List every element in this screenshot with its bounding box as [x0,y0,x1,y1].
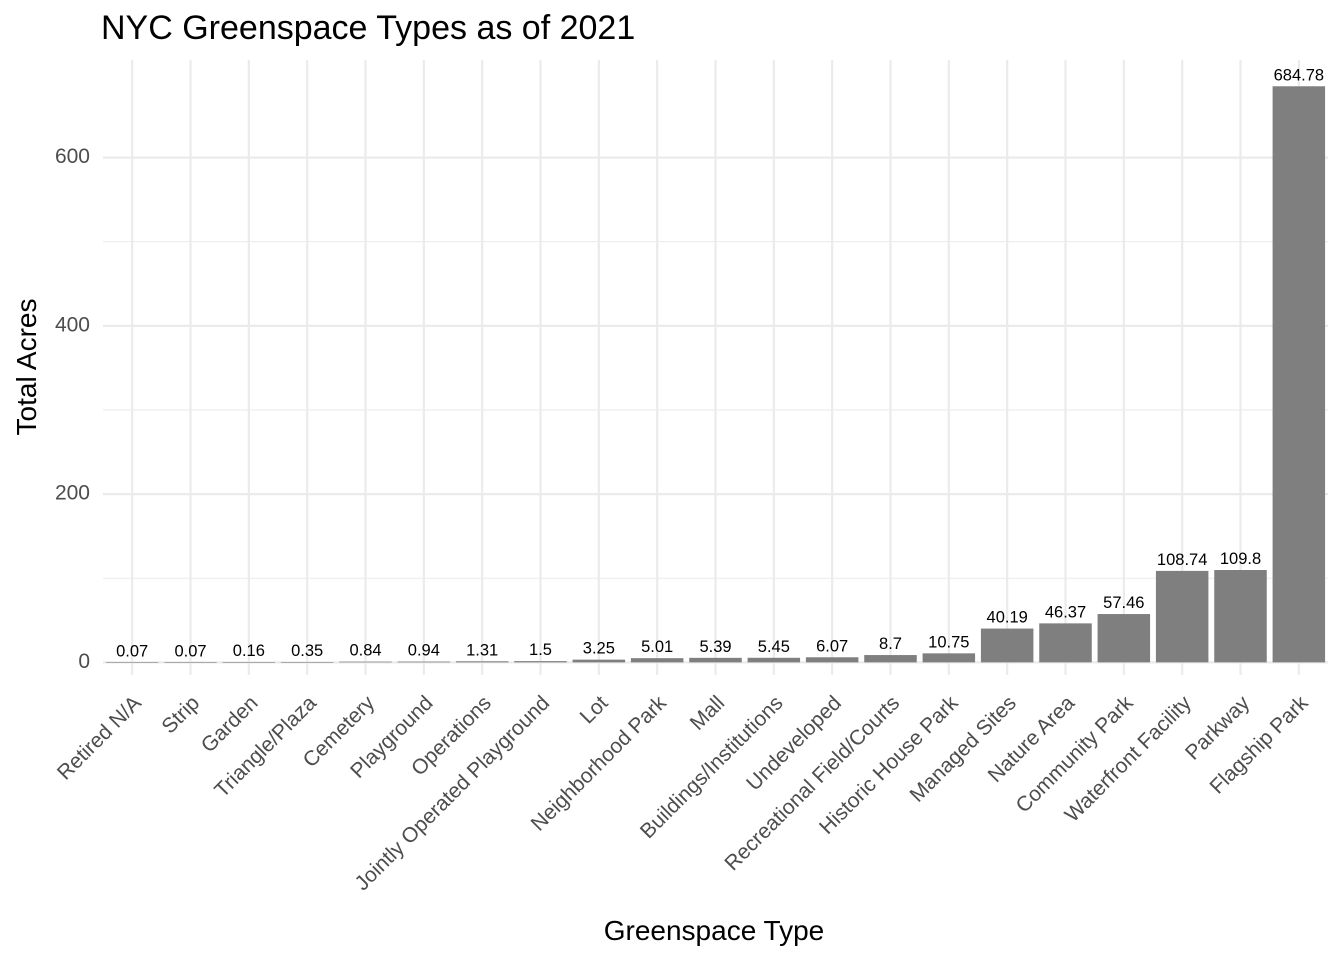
data-label: 10.75 [928,633,969,651]
data-label: 0.07 [174,642,206,660]
data-label: 1.5 [529,641,552,659]
y-tick-label: 0 [78,650,90,673]
data-label: 40.19 [987,609,1028,627]
x-tick-label: Strip [157,691,204,738]
bar [572,659,626,663]
bar [1039,623,1092,663]
data-label: 0.94 [408,642,440,660]
bar [455,661,509,663]
data-labels: 0.07 0.07 0.16 0.35 0.84 0.94 1.31 1.5 3.25 5.01 5… [116,66,1324,660]
data-label: 0.84 [349,642,381,660]
data-label: 3.25 [583,640,615,658]
bar [805,657,859,663]
x-tick-label: Managed Sites [906,691,1021,806]
bar [980,628,1034,663]
x-tick-label: Mall [686,691,729,734]
y-tick-label: 600 [55,145,90,168]
chart-title: NYC Greenspace Types as of 2021 [101,9,635,47]
bar [1155,570,1209,663]
x-tick-label: Retired N/A [53,691,146,784]
bar [514,661,567,663]
x-axis-title: Greenspace Type [604,915,825,946]
y-tick-label: 400 [55,313,90,336]
data-label: 46.37 [1045,603,1086,621]
x-tick-label: Lot [576,691,613,728]
gridlines [103,60,1328,675]
data-label: 0.35 [291,642,323,660]
data-label: 109.8 [1220,550,1261,568]
bar [1097,614,1151,663]
bar [105,662,159,663]
bar [747,657,801,663]
bar [922,653,976,663]
data-label: 5.45 [758,638,790,656]
bar [1272,86,1326,663]
data-label: 57.46 [1103,594,1144,612]
bar [397,661,451,663]
bar [164,662,217,663]
data-label: 5.39 [699,638,731,656]
data-label: 5.01 [641,638,673,656]
bar [689,657,742,663]
y-axis-title: Total Acres [11,299,42,436]
bar [222,662,276,663]
data-label: 6.07 [816,637,848,655]
bars [105,86,1326,663]
data-label: 8.7 [879,635,902,653]
y-tick-label: 200 [55,482,90,505]
bar [864,655,917,663]
data-label: 0.07 [116,642,148,660]
data-label: 684.78 [1274,66,1324,84]
y-axis-ticks: 0 200 400 600 [55,145,90,673]
data-label: 0.16 [233,642,265,660]
bar [280,662,334,663]
x-axis-ticks: Retired N/A StripGardenTriangle/PlazaCeme… [53,691,1313,895]
data-label: 108.74 [1157,551,1207,569]
bar [1214,570,1267,663]
data-label: 1.31 [466,641,498,659]
bar [630,658,684,663]
x-tick-label: Triangle/Plaza [210,691,321,802]
bar [339,661,392,663]
